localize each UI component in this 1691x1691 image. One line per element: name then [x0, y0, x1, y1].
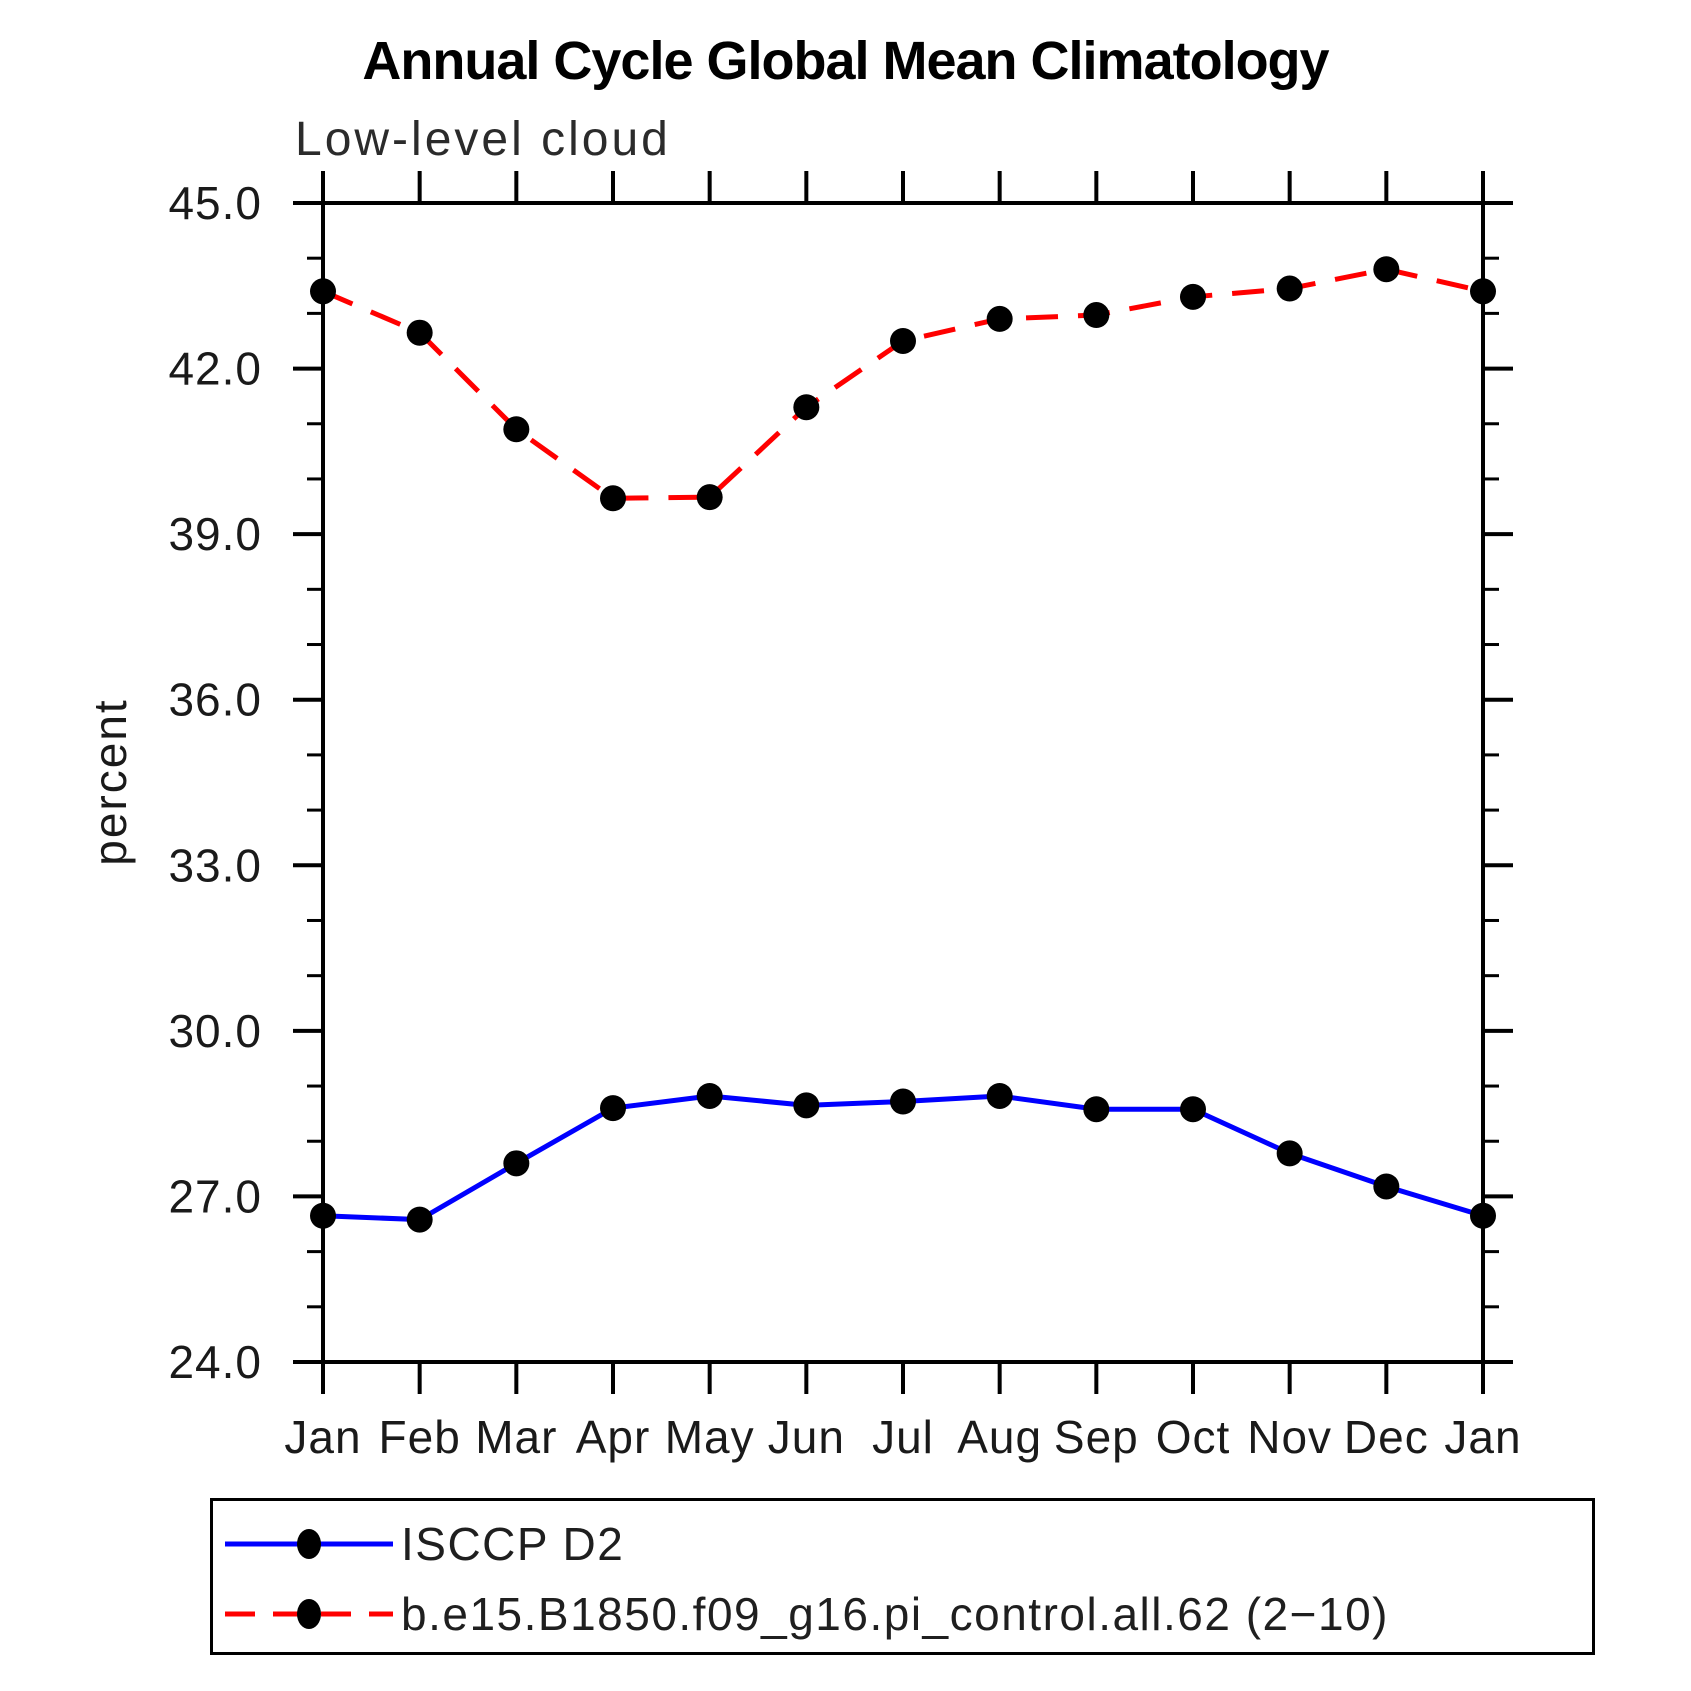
x-tick-label: Nov [1247, 1411, 1332, 1463]
data-point-series-1 [1276, 275, 1303, 302]
data-point-series-1 [1373, 256, 1400, 283]
data-point-series-0 [1373, 1173, 1400, 1200]
x-tick-label: Mar [475, 1411, 557, 1463]
series-line-1 [322, 266, 1484, 501]
x-tick-label: Jun [768, 1411, 845, 1463]
data-point-series-1 [503, 416, 530, 443]
x-tick-label: May [665, 1411, 755, 1463]
x-tick-label: Aug [957, 1411, 1042, 1463]
data-point-series-0 [503, 1150, 530, 1177]
y-tick-label: 42.0 [168, 343, 262, 395]
legend-marker-dot [297, 1529, 321, 1559]
data-point-series-1 [1083, 302, 1110, 329]
y-tick-label: 24.0 [168, 1336, 262, 1388]
series-line-0 [322, 1093, 1484, 1223]
data-point-series-0 [986, 1082, 1013, 1109]
legend-label-isccp: ISCCP D2 [401, 1518, 625, 1570]
data-point-series-1 [600, 485, 626, 512]
legend-row-isccp: ISCCP D2 [219, 1513, 624, 1575]
x-tick-label: Jul [872, 1411, 934, 1463]
x-tick-label: Feb [379, 1411, 461, 1463]
legend-label-model: b.e15.B1850.f09_g16.pi_control.all.62 (2… [401, 1588, 1389, 1640]
y-tick-label: 36.0 [168, 674, 262, 726]
data-point-series-1 [1470, 278, 1496, 305]
legend-box: ISCCP D2 b.e15.B1850.f09_g16.pi_control.… [210, 1498, 1595, 1655]
data-point-series-0 [696, 1082, 723, 1109]
data-point-series-0 [1276, 1140, 1303, 1167]
x-tick-label: Jan [1444, 1411, 1521, 1463]
legend-marker-dot [297, 1599, 321, 1629]
y-tick-label: 30.0 [168, 1005, 262, 1057]
data-point-series-0 [1180, 1096, 1206, 1123]
x-tick-label: Apr [576, 1411, 651, 1463]
data-point-series-0 [310, 1202, 336, 1229]
chart-subtitle: Low-level cloud [295, 113, 671, 166]
data-point-series-1 [986, 305, 1013, 332]
data-point-series-0 [890, 1088, 916, 1115]
y-tick-label: 39.0 [168, 508, 262, 560]
chart-title: Annual Cycle Global Mean Climatology [362, 31, 1329, 91]
data-point-series-0 [406, 1206, 433, 1233]
y-tick-label: 27.0 [168, 1170, 262, 1222]
data-point-series-1 [406, 319, 433, 346]
data-point-series-1 [310, 278, 336, 305]
y-tick-label: 45.0 [168, 177, 262, 229]
data-point-series-1 [1180, 283, 1206, 310]
x-tick-label: Oct [1156, 1411, 1231, 1463]
x-tick-label: Dec [1344, 1411, 1429, 1463]
data-point-series-0 [1083, 1096, 1110, 1123]
data-point-series-1 [890, 327, 916, 354]
legend-swatch-isccp [225, 1529, 393, 1559]
plot-border [321, 201, 1485, 1364]
legend-row-model: b.e15.B1850.f09_g16.pi_control.all.62 (2… [219, 1583, 1389, 1645]
data-point-series-1 [696, 484, 723, 511]
data-point-series-0 [793, 1092, 820, 1119]
x-tick-label: Sep [1054, 1411, 1139, 1463]
data-point-series-0 [600, 1095, 626, 1122]
legend-swatch-model [225, 1599, 393, 1629]
y-tick-label: 33.0 [168, 839, 262, 891]
x-tick-label: Jan [284, 1411, 361, 1463]
data-point-series-1 [793, 394, 820, 421]
data-point-series-0 [1470, 1202, 1496, 1229]
